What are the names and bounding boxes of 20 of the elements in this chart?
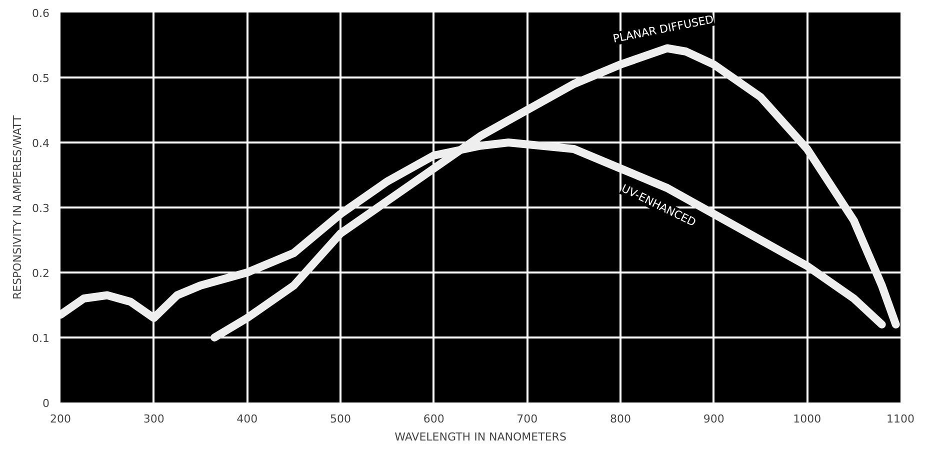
x-tick-label: 1100	[886, 412, 915, 426]
y-tick-label: 0.1	[32, 332, 50, 345]
x-tick-label: 700	[516, 412, 538, 426]
x-tick-label: 300	[143, 412, 164, 426]
text: PLANAR DIFFUSED	[612, 12, 715, 46]
x-tick-label: 200	[50, 412, 71, 426]
y-axis-title: RESPONSIVITY IN AMPERES/WATT	[11, 115, 24, 300]
y-tick-label: 0.6	[32, 7, 50, 20]
x-tick-label: 400	[236, 412, 258, 426]
y-tick-label: 0	[42, 397, 50, 410]
x-tick-label: 600	[423, 412, 444, 426]
y-tick-label: 0.3	[32, 202, 50, 215]
y-tick-label: 0.4	[32, 137, 50, 150]
x-axis-title: WAVELENGTH IN NANOMETERS	[394, 430, 566, 444]
x-tick-label: 1000	[793, 412, 822, 426]
y-tick-label: 0.5	[32, 72, 50, 85]
x-tick-label: 500	[330, 412, 351, 426]
x-tick-label: 800	[610, 412, 631, 426]
y-tick-label: 0.2	[32, 267, 50, 280]
x-tick-label: 900	[703, 412, 724, 426]
